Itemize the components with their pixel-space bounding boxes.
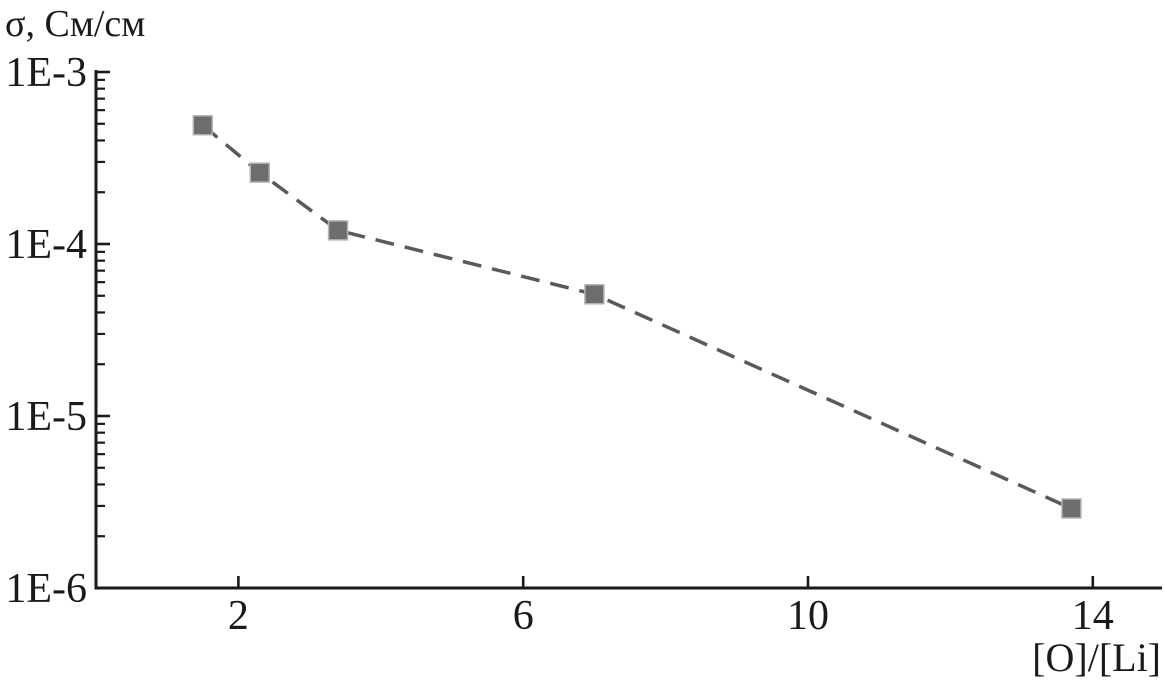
y-tick-label: 1E-3 bbox=[5, 50, 87, 96]
y-tick-label: 1E-6 bbox=[5, 566, 87, 612]
y-tick-label: 1E-4 bbox=[5, 222, 87, 268]
x-tick-label: 6 bbox=[513, 593, 534, 639]
data-point-marker bbox=[327, 220, 349, 241]
y-axis-title: σ, См/см bbox=[5, 3, 146, 45]
series-line bbox=[201, 123, 1073, 511]
x-tick-label: 14 bbox=[1072, 593, 1114, 639]
x-axis-title: [O]/[Li] bbox=[1032, 635, 1161, 680]
x-tick-label: 10 bbox=[787, 593, 829, 639]
data-point-marker bbox=[249, 162, 271, 183]
x-tick-label: 2 bbox=[228, 593, 249, 639]
data-point-marker bbox=[584, 284, 605, 305]
data-point-marker bbox=[1061, 498, 1082, 519]
data-point-marker bbox=[192, 115, 214, 136]
y-tick-label: 1E-5 bbox=[5, 394, 87, 440]
